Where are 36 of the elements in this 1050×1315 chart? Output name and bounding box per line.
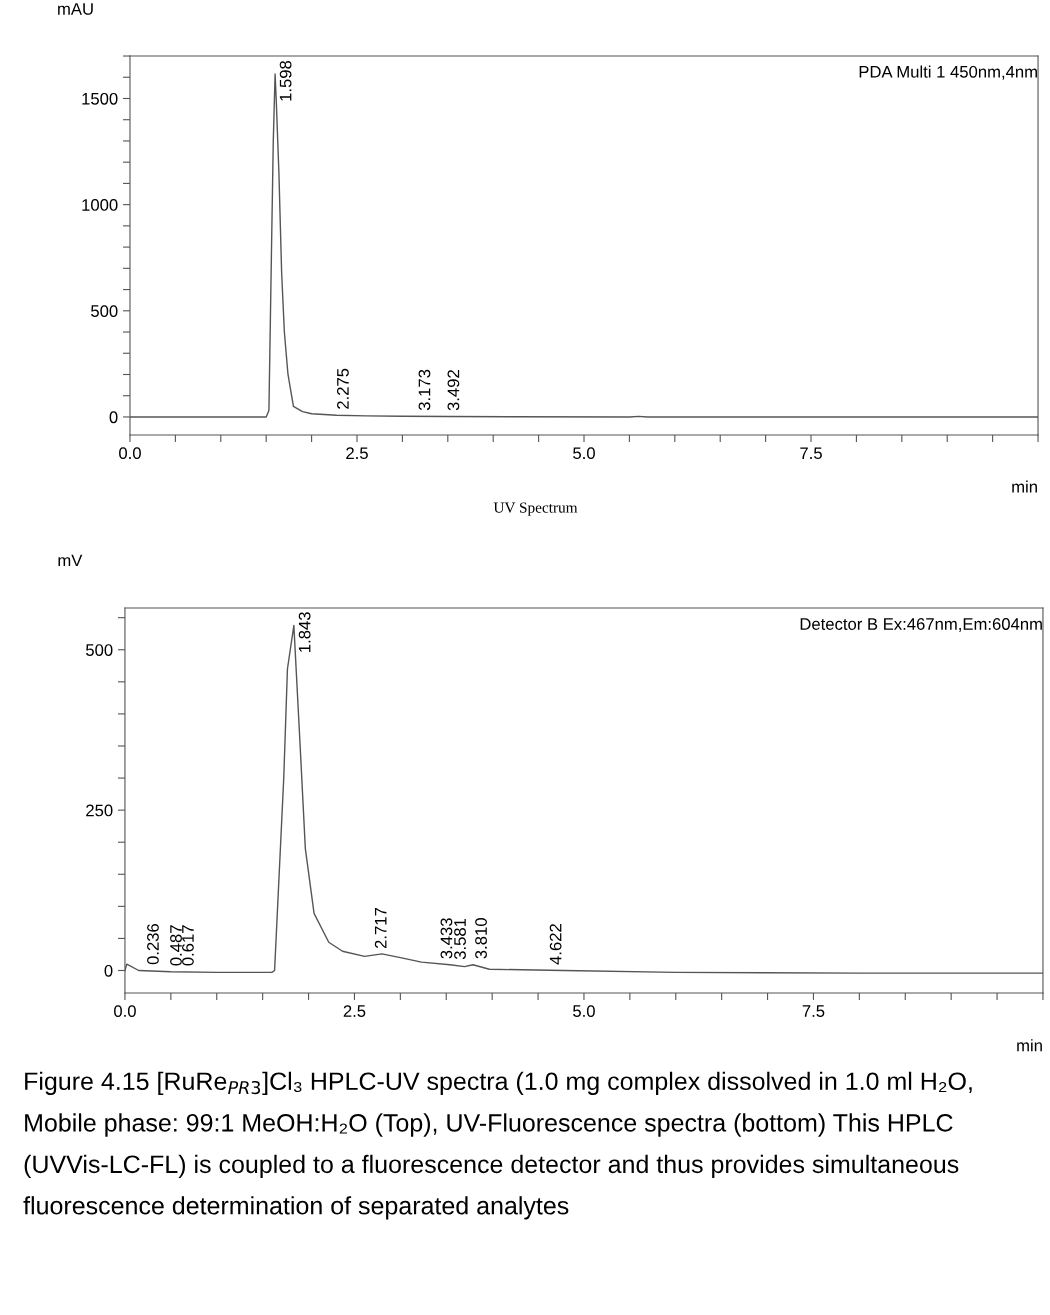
- annotation: 3.433: [440, 918, 453, 959]
- y-tick-label: 500: [91, 305, 118, 317]
- text: UV Spectrum: [493, 502, 578, 516]
- x-tick-label: 2.5: [343, 1005, 366, 1017]
- annotation: 4.622: [549, 924, 562, 965]
- y-tick-label: 1000: [82, 199, 118, 211]
- x-tick-label: 5.0: [573, 447, 595, 460]
- annotation: 1.843: [298, 612, 311, 652]
- annotation: 0.236: [147, 923, 159, 965]
- x-tick-label: 5.0: [573, 1005, 595, 1017]
- y-tick-label: 500: [86, 644, 113, 656]
- caption: Figure 4.15 [RuRe$_{PR3}$]Cl₃ HPLC-UV spectra (1.0 mg complex dissolved in 1.0 ml H₂O, Mobile phase: 99:1 MeOH:H₂O (Top), UV-Fluorescence spectra (bottom) This HPLC (UVVis-LC-FL) is coupled to a fluorescence detector and thus provides simultaneous fluorescence determination of separated analytes: [23, 1071, 972, 1220]
- x-tick-label: 7.5: [802, 1005, 825, 1017]
- x-tick-label: 0.0: [114, 1005, 136, 1017]
- annotation: 2.717: [374, 908, 387, 949]
- y-tick-label: 0: [109, 411, 118, 424]
- x-tick-label: 2.5: [346, 447, 368, 460]
- annotation: 3.581: [454, 918, 466, 960]
- annotation: 0.617: [182, 925, 194, 966]
- y-tick-label: 250: [86, 804, 113, 817]
- x-tick-label: 7.5: [800, 447, 822, 460]
- annotation: Detector B Ex:467nm,Em:604nm: [800, 618, 1042, 632]
- x-axis-title: min: [1017, 1039, 1042, 1052]
- y-axis-title: mV: [58, 554, 83, 567]
- annotation: 3.810: [475, 918, 487, 959]
- annotation: 3.492: [447, 370, 460, 411]
- y-tick-label: 0: [104, 964, 113, 977]
- x-axis-title: min: [1012, 480, 1037, 493]
- annotation: 3.173: [418, 369, 431, 411]
- annotation: 2.275: [337, 368, 349, 409]
- annotation: 0.487: [170, 925, 182, 966]
- x-tick-label: 0.0: [119, 447, 141, 460]
- annotation: PDA Multi 1 450nm,4nm: [859, 65, 1037, 80]
- y-tick-label: 1500: [82, 92, 118, 105]
- annotation: 1.598: [279, 60, 292, 101]
- y-axis-title: mAU: [58, 3, 93, 15]
